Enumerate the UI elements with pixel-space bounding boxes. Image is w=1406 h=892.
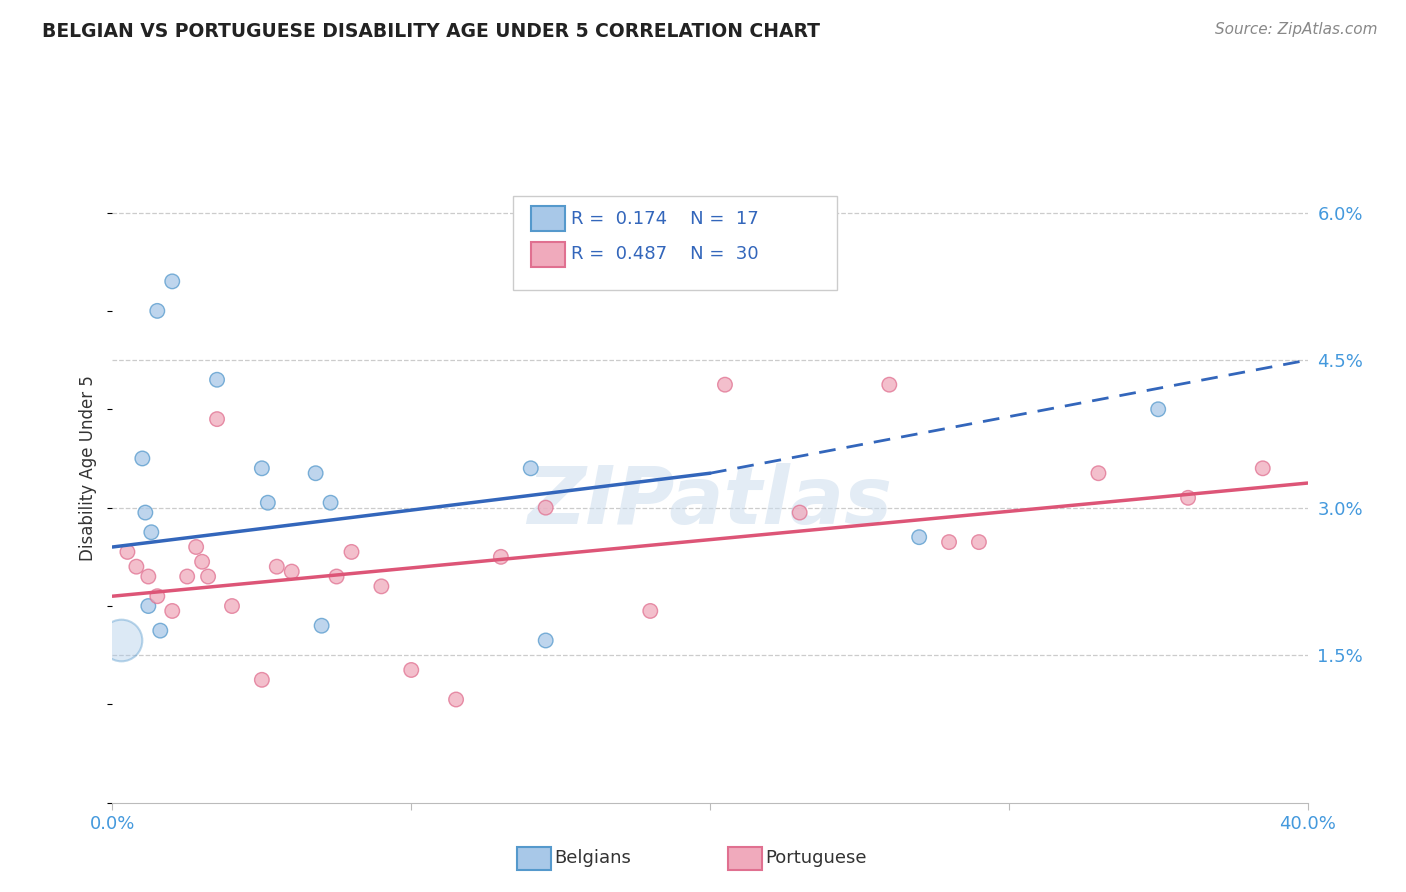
Point <box>250 461 273 475</box>
Point <box>162 604 183 618</box>
Point <box>191 555 214 569</box>
Point <box>401 663 423 677</box>
Point <box>281 565 304 579</box>
Point <box>1251 461 1274 475</box>
Point <box>1177 491 1199 505</box>
Point <box>534 633 557 648</box>
Point <box>149 624 172 638</box>
Point <box>138 569 160 583</box>
Point <box>117 545 139 559</box>
Point <box>1147 402 1170 417</box>
Point <box>197 569 219 583</box>
Point <box>110 633 132 648</box>
Point <box>789 506 811 520</box>
Point <box>131 451 153 466</box>
Point <box>534 500 557 515</box>
Text: BELGIAN VS PORTUGUESE DISABILITY AGE UNDER 5 CORRELATION CHART: BELGIAN VS PORTUGUESE DISABILITY AGE UND… <box>42 22 820 41</box>
Point <box>311 618 333 632</box>
Point <box>908 530 931 544</box>
Point <box>340 545 363 559</box>
Point <box>938 535 960 549</box>
Point <box>176 569 198 583</box>
Point <box>266 559 288 574</box>
Point <box>444 692 467 706</box>
Point <box>638 604 662 618</box>
Point <box>325 569 347 583</box>
Point <box>134 506 156 520</box>
Point <box>125 559 148 574</box>
Point <box>714 377 737 392</box>
Point <box>319 496 342 510</box>
Point <box>205 373 228 387</box>
Point <box>1087 467 1109 481</box>
Point <box>257 496 280 510</box>
Point <box>162 274 183 288</box>
Point <box>221 599 243 613</box>
Text: R =  0.487    N =  30: R = 0.487 N = 30 <box>571 245 758 263</box>
Text: Portuguese: Portuguese <box>765 849 866 867</box>
Point <box>877 377 900 392</box>
Point <box>250 673 273 687</box>
Point <box>967 535 990 549</box>
Text: Belgians: Belgians <box>554 849 631 867</box>
Point <box>304 467 326 481</box>
Text: ZIPatlas: ZIPatlas <box>527 463 893 541</box>
Point <box>141 525 163 540</box>
Point <box>489 549 512 564</box>
Y-axis label: Disability Age Under 5: Disability Age Under 5 <box>79 376 97 561</box>
Point <box>205 412 228 426</box>
Point <box>520 461 543 475</box>
Point <box>186 540 208 554</box>
Point <box>138 599 160 613</box>
Point <box>146 304 169 318</box>
Text: Source: ZipAtlas.com: Source: ZipAtlas.com <box>1215 22 1378 37</box>
Point <box>370 579 392 593</box>
Text: R =  0.174    N =  17: R = 0.174 N = 17 <box>571 210 759 227</box>
Point <box>146 589 169 603</box>
